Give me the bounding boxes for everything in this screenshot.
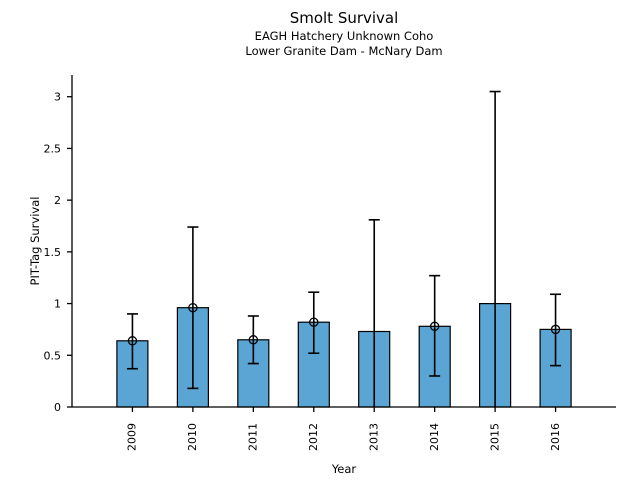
x-axis-label: Year	[331, 462, 357, 476]
point-marker-2011	[248, 335, 259, 345]
y-tick-label-0: 0	[54, 401, 61, 414]
y-tick-label-0.5: 0.5	[44, 349, 62, 362]
x-tick-label-2009: 2009	[126, 423, 139, 451]
point-marker-2010	[188, 302, 198, 313]
y-tick-label-1: 1	[54, 298, 61, 311]
bar-2012	[297, 321, 330, 408]
y-tick-label-2: 2	[54, 194, 61, 207]
x-tick-label-2016: 2016	[549, 423, 562, 451]
y-axis-label: PIT-Tag Survival	[28, 197, 42, 286]
x-tick-label-2010: 2010	[186, 423, 199, 451]
point-marker-2014	[429, 321, 440, 332]
y-tick-label-1.5: 1.5	[44, 246, 62, 259]
point-marker-2016	[550, 324, 561, 335]
x-tick-label-2014: 2014	[428, 423, 441, 451]
y-tick-label-3: 3	[54, 91, 61, 104]
x-tick-label-2013: 2013	[367, 423, 380, 451]
x-tick-label-2011: 2011	[247, 423, 260, 451]
point-marker-2009	[127, 336, 138, 346]
point-marker-2012	[309, 317, 319, 327]
plot-layer: 0 0.5 1 1.5 2 2.5 3 2009 2010 2011 2012 2013 2014 201…	[44, 75, 616, 451]
y-tick-label-2.5: 2.5	[44, 142, 62, 155]
x-tick-label-2015: 2015	[488, 423, 501, 451]
x-tick-label-2012: 2012	[307, 423, 320, 451]
